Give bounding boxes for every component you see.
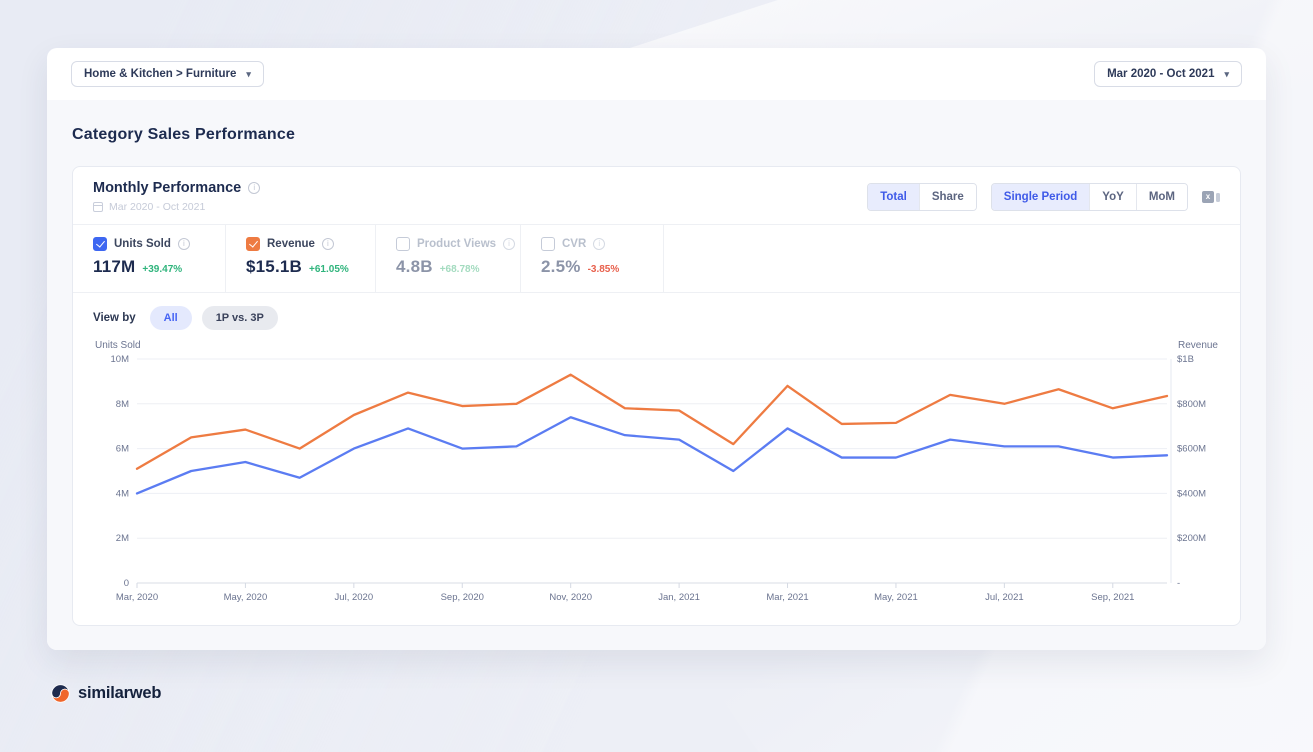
metric-tiles-row: Units Sold 117M +39.47% Revenue [73,225,1240,293]
chevron-down-icon: ▾ [246,68,251,79]
svg-text:8M: 8M [116,399,129,410]
info-icon[interactable] [503,238,516,250]
metric-change: +61.05% [309,264,349,275]
units-sold-checkbox[interactable] [93,237,107,251]
mom-button[interactable]: MoM [1135,184,1187,210]
svg-text:10M: 10M [111,354,130,365]
metric-change: -3.85% [587,264,620,275]
chart-block: Units Sold Revenue 10M $1B 8M $800M 6M $600M 4… [73,336,1240,610]
svg-text:6M: 6M [116,444,129,455]
info-icon[interactable] [248,182,261,194]
panel-date-range: Mar 2020 - Oct 2021 [109,201,206,213]
svg-text:May, 2020: May, 2020 [224,592,268,603]
content-section: Category Sales Performance Monthly Perfo… [47,100,1266,650]
period-toggle: Single Period YoY MoM [990,183,1188,211]
svg-text:0: 0 [124,578,129,589]
metric-change: +39.47% [142,264,183,275]
svg-text:$1B: $1B [1177,354,1194,365]
view-by-row: View by All 1P vs. 3P [73,293,1240,336]
panel-title: Monthly Performance [93,180,242,196]
svg-text:Jul, 2020: Jul, 2020 [335,592,374,603]
footer-brand: similarweb [50,683,161,704]
date-range-selector-label: Mar 2020 - Oct 2021 [1107,68,1215,80]
panel-header: Monthly Performance Mar 2020 - Oct 2021 … [73,167,1240,225]
panel-toolbar: Total Share Single Period YoY MoM x [867,180,1220,211]
page-title: Category Sales Performance [72,126,296,143]
svg-text:2M: 2M [116,533,129,544]
view-by-all-pill[interactable]: All [149,306,192,330]
category-selector-label: Home & Kitchen > Furniture [84,68,237,80]
metric-value: 117M [93,257,136,276]
metric-label: CVR [562,238,587,250]
info-icon[interactable] [321,238,334,250]
svg-text:$200M: $200M [1177,533,1206,544]
total-button[interactable]: Total [868,184,919,210]
total-share-toggle: Total Share [867,183,977,211]
left-axis-title: Units Sold [95,340,141,351]
svg-text:-: - [1177,578,1180,589]
excel-export-icon[interactable]: x [1202,191,1220,203]
view-by-label: View by [93,312,136,324]
svg-text:Sep, 2020: Sep, 2020 [441,592,484,603]
category-selector[interactable]: Home & Kitchen > Furniture ▾ [71,61,264,87]
info-icon[interactable] [593,238,606,250]
product-views-checkbox[interactable] [396,237,410,251]
metric-label: Revenue [267,238,315,250]
excel-icon: x [1202,191,1214,203]
metric-label: Units Sold [114,238,171,250]
metric-value: 2.5% [541,257,581,276]
view-by-1p-3p-pill[interactable]: 1P vs. 3P [201,306,278,330]
dashboard-card: Home & Kitchen > Furniture ▾ Mar 2020 - … [47,48,1266,650]
share-button[interactable]: Share [918,184,976,210]
single-period-button[interactable]: Single Period [991,184,1090,210]
revenue-checkbox[interactable] [246,237,260,251]
calendar-icon [93,202,103,212]
svg-text:Jul, 2021: Jul, 2021 [985,592,1024,603]
chevron-down-icon: ▾ [1224,68,1229,79]
date-range-selector[interactable]: Mar 2020 - Oct 2021 ▾ [1094,61,1242,87]
svg-text:Mar, 2021: Mar, 2021 [766,592,808,603]
metric-tile-units-sold[interactable]: Units Sold 117M +39.47% [73,225,226,292]
svg-text:$600M: $600M [1177,444,1206,455]
info-icon[interactable] [177,238,190,250]
metric-tile-revenue[interactable]: Revenue $15.1B +61.05% [226,225,376,292]
cvr-checkbox[interactable] [541,237,555,251]
svg-text:May, 2021: May, 2021 [874,592,918,603]
svg-text:4M: 4M [116,488,129,499]
monthly-performance-panel: Monthly Performance Mar 2020 - Oct 2021 … [72,166,1241,626]
svg-text:$400M: $400M [1177,488,1206,499]
metric-label: Product Views [417,238,497,250]
export-bar-icon [1216,192,1220,202]
svg-text:$800M: $800M [1177,399,1206,410]
performance-line-chart[interactable]: 10M $1B 8M $800M 6M $600M 4M $400M 2M $200M 0 - Mar,… [91,353,1219,605]
metric-tile-cvr[interactable]: CVR 2.5% -3.85% [521,225,664,292]
metric-change: +68.78% [439,264,480,275]
metric-value: $15.1B [246,257,303,276]
metric-tile-product-views[interactable]: Product Views 4.8B +68.78% [376,225,521,292]
svg-text:Nov, 2020: Nov, 2020 [549,592,592,603]
svg-text:Sep, 2021: Sep, 2021 [1091,592,1134,603]
metric-value: 4.8B [396,257,433,276]
right-axis-title: Revenue [1177,340,1218,351]
yoy-button[interactable]: YoY [1089,184,1136,210]
similarweb-logo-icon [51,684,70,703]
panel-header-left: Monthly Performance Mar 2020 - Oct 2021 [93,180,261,213]
svg-text:Mar, 2020: Mar, 2020 [116,592,158,603]
brand-name: similarweb [78,684,162,702]
svg-text:Jan, 2021: Jan, 2021 [658,592,700,603]
top-bar: Home & Kitchen > Furniture ▾ Mar 2020 - … [47,48,1266,100]
